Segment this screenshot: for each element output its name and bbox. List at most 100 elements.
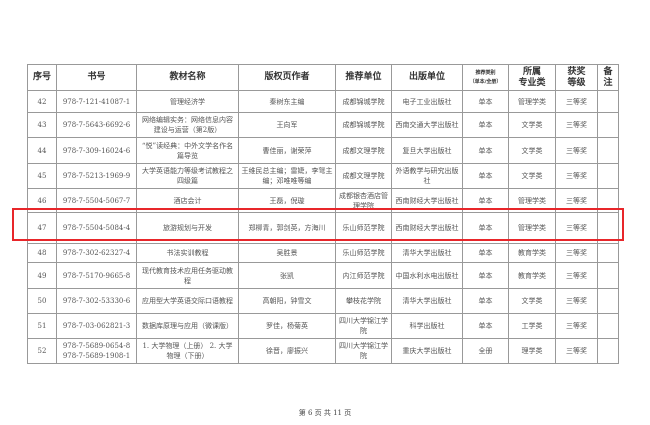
cell-title: 大学英语能力等级考试教程之四级篇 — [136, 163, 239, 189]
cell-author: 王维民总主编；雷婕，李弩主编；邓唯唯等编 — [238, 163, 336, 189]
cell-author: 张凯 — [238, 262, 336, 289]
cell-author: 徐晋，廖振兴 — [238, 338, 336, 364]
cell-isbn: 978-7-5213-1969-9 — [56, 163, 137, 189]
cell-recommender: 成都文理学院 — [335, 137, 392, 164]
cell-publisher: 电子工业出版社 — [391, 90, 463, 113]
cell-note — [597, 288, 619, 314]
cell-author: 高朝阳，钟雪文 — [238, 288, 336, 314]
cell-index: 45 — [27, 163, 57, 189]
cell-title: 旅游规划与开发 — [136, 212, 239, 244]
cell-category: 单本 — [462, 262, 509, 289]
cell-recommender: 成都锦城学院 — [335, 90, 392, 113]
table-row: 47 978-7-5504-5084-4 旅游规划与开发 郑柳青，郭剑英，方海川 乐山师… — [27, 212, 619, 244]
header-note: 备注 — [597, 64, 619, 91]
header-index: 序号 — [27, 64, 57, 91]
cell-title: 网络编辑实务：网络信息内容建设与运营（第2版） — [136, 112, 239, 138]
cell-category: 全册 — [462, 338, 509, 364]
cell-note — [597, 338, 619, 364]
cell-category: 单本 — [462, 112, 509, 138]
cell-isbn: 978-7-309-16024-6 — [56, 137, 137, 164]
cell-recommender: 四川大学锦江学院 — [335, 313, 392, 339]
header-category: 推荐类别 （单本/全册） — [462, 64, 509, 91]
cell-isbn: 978-7-302-53330-6 — [56, 288, 137, 314]
cell-recommender: 成都文理学院 — [335, 163, 392, 189]
cell-isbn: 978-7-03-062821-3 — [56, 313, 137, 339]
cell-award: 三等奖 — [555, 90, 598, 113]
cell-publisher: 清华大学出版社 — [391, 243, 463, 263]
cell-award: 三等奖 — [555, 338, 598, 364]
cell-author: 郑柳青，郭剑英，方海川 — [238, 212, 336, 244]
table-row: 49 978-7-5170-9665-8 现代教育技术应用任务驱动教程 张凯 内江师范学… — [27, 262, 619, 289]
cell-note — [597, 163, 619, 189]
cell-title: 应用型大学英语交际口语教程 — [136, 288, 239, 314]
cell-title: 数据库原理与应用（微课版） — [136, 313, 239, 339]
cell-major: 管理学类 — [508, 212, 556, 244]
cell-major: 教育学类 — [508, 243, 556, 263]
cell-note — [597, 262, 619, 289]
cell-author: 曹佳丽，谢荣萍 — [238, 137, 336, 164]
table-row: 44 978-7-309-16024-6 “悦”读经典：中外文学名作名篇导览 曹佳丽，… — [27, 137, 619, 164]
header-isbn: 书号 — [56, 64, 137, 91]
cell-index: 51 — [27, 313, 57, 339]
table-row: 50 978-7-302-53330-6 应用型大学英语交际口语教程 高朝阳，钟雪文攀… — [27, 288, 619, 314]
cell-award: 三等奖 — [555, 112, 598, 138]
cell-publisher: 清华大学出版社 — [391, 288, 463, 314]
cell-category: 单本 — [462, 243, 509, 263]
cell-author: 罗佳，杨菊英 — [238, 313, 336, 339]
cell-publisher: 西南财经大学出版社 — [391, 212, 463, 244]
cell-recommender: 攀枝花学院 — [335, 288, 392, 314]
page-footer: 第 6 页 共 11 页 — [298, 409, 352, 417]
header-author: 版权页作者 — [238, 64, 336, 91]
highlight-box — [12, 208, 624, 241]
cell-category: 单本 — [462, 288, 509, 314]
cell-major: 文学类 — [508, 112, 556, 138]
table-row: 52 978-7-5689-0654-8 978-7-5689-1908-1 1. … — [27, 338, 619, 364]
cell-award: 三等奖 — [555, 243, 598, 263]
cell-award: 三等奖 — [555, 137, 598, 164]
cell-isbn: 978-7-302-62327-4 — [56, 243, 137, 263]
cell-category: 单本 — [462, 137, 509, 164]
table-row: 51 978-7-03-062821-3 数据库原理与应用（微课版） 罗佳，杨菊英 四川… — [27, 313, 619, 339]
cell-category: 单本 — [462, 313, 509, 339]
cell-title: “悦”读经典：中外文学名作名篇导览 — [136, 137, 239, 164]
cell-index: 52 — [27, 338, 57, 364]
cell-major: 文学类 — [508, 137, 556, 164]
cell-note — [597, 112, 619, 138]
cell-index: 44 — [27, 137, 57, 164]
header-award: 获奖 等级 — [555, 64, 598, 91]
cell-isbn: 978-7-5689-0654-8 978-7-5689-1908-1 — [56, 338, 137, 364]
table-header: 序号 书号 教材名称 版权页作者 推荐单位 出版单位 推荐类别 （单本/全册） 所… — [27, 64, 619, 91]
cell-publisher: 重庆大学出版社 — [391, 338, 463, 364]
table-row: 42 978-7-121-41087-1 管理经济学 秦树东主编 成都锦城学院 电子工业出… — [27, 90, 619, 113]
header-title: 教材名称 — [136, 64, 239, 91]
cell-publisher: 科学出版社 — [391, 313, 463, 339]
cell-isbn: 978-7-5170-9665-8 — [56, 262, 137, 289]
cell-note — [597, 90, 619, 113]
cell-index: 42 — [27, 90, 57, 113]
cell-note — [597, 243, 619, 263]
cell-major: 管理学类 — [508, 90, 556, 113]
cell-title: 1. 大学物理（上册） 2. 大学物理（下册） — [136, 338, 239, 364]
cell-index: 43 — [27, 112, 57, 138]
cell-award: 三等奖 — [555, 288, 598, 314]
cell-publisher: 外语教学与研究出版社 — [391, 163, 463, 189]
cell-author: 秦树东主编 — [238, 90, 336, 113]
cell-major: 工学类 — [508, 313, 556, 339]
cell-note — [597, 313, 619, 339]
cell-author: 吴胜景 — [238, 243, 336, 263]
header-major: 所属 专业类 — [508, 64, 556, 91]
cell-isbn: 978-7-121-41087-1 — [56, 90, 137, 113]
header-publisher: 出版单位 — [391, 64, 463, 91]
cell-index: 48 — [27, 243, 57, 263]
cell-major: 理学类 — [508, 338, 556, 364]
header-recommender: 推荐单位 — [335, 64, 392, 91]
cell-index: 50 — [27, 288, 57, 314]
cell-recommender: 乐山师范学院 — [335, 243, 392, 263]
cell-publisher: 复旦大学出版社 — [391, 137, 463, 164]
cell-major: 文学类 — [508, 288, 556, 314]
cell-award: 三等奖 — [555, 313, 598, 339]
cell-award: 三等奖 — [555, 163, 598, 189]
cell-recommender: 成都锦城学院 — [335, 112, 392, 138]
cell-recommender: 四川大学锦江学院 — [335, 338, 392, 364]
